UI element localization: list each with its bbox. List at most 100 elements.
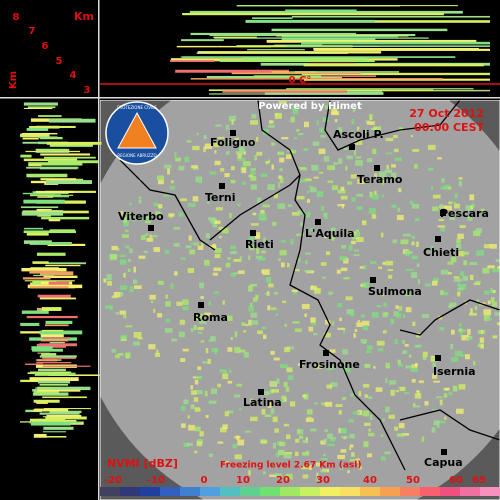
echo xyxy=(424,401,429,406)
echo xyxy=(430,355,435,362)
echo xyxy=(273,357,280,361)
echo xyxy=(194,407,201,412)
echo xyxy=(353,333,356,338)
echo xyxy=(326,433,333,439)
echo xyxy=(251,237,254,242)
echo xyxy=(362,410,370,417)
scale-swatch xyxy=(180,487,200,496)
echo xyxy=(271,389,280,393)
echo xyxy=(412,403,416,406)
echo xyxy=(225,151,230,155)
echo xyxy=(308,464,312,470)
echo xyxy=(120,334,127,339)
echo xyxy=(149,294,156,300)
echo xyxy=(335,404,343,408)
scale-label: -20 xyxy=(104,475,122,486)
echo xyxy=(229,212,232,219)
profile-echo xyxy=(182,12,444,16)
echo xyxy=(319,127,324,133)
echo xyxy=(287,204,292,207)
echo xyxy=(354,328,358,332)
echo xyxy=(218,235,222,239)
echo xyxy=(437,157,442,160)
echo xyxy=(197,331,203,334)
echo xyxy=(224,460,229,464)
echo xyxy=(458,328,463,333)
profile-echo xyxy=(23,240,52,244)
echo xyxy=(173,242,180,247)
echo xyxy=(269,120,274,124)
city-label: Latina xyxy=(243,396,282,409)
profile-echo xyxy=(33,408,50,412)
profile-echo xyxy=(39,330,83,335)
echo xyxy=(337,454,345,460)
echo xyxy=(162,194,171,197)
echo xyxy=(283,454,292,459)
profile-echo xyxy=(208,89,434,92)
echo xyxy=(217,383,222,388)
height-label: 3 xyxy=(84,85,91,96)
echo xyxy=(138,199,142,204)
echo xyxy=(214,220,221,225)
echo xyxy=(373,366,376,369)
echo xyxy=(144,233,149,237)
divider xyxy=(98,0,100,500)
echo xyxy=(443,291,449,296)
profile-echo xyxy=(34,408,69,412)
echo xyxy=(422,314,430,318)
profile-echo xyxy=(49,118,96,123)
echo xyxy=(215,207,223,211)
echo xyxy=(439,204,444,210)
echo xyxy=(441,178,445,183)
echo xyxy=(334,119,338,123)
echo xyxy=(496,322,500,325)
profile-echo xyxy=(45,180,93,185)
profile-echo xyxy=(176,45,272,48)
echo xyxy=(200,295,204,299)
scale-label: -10 xyxy=(147,475,165,486)
scale-swatch xyxy=(260,487,280,496)
echo xyxy=(376,126,381,133)
echo xyxy=(342,396,347,401)
profile-echo xyxy=(46,262,87,265)
echo xyxy=(398,306,403,311)
echo xyxy=(355,156,362,159)
echo xyxy=(338,427,341,434)
echo xyxy=(119,254,126,258)
echo xyxy=(391,204,397,208)
echo xyxy=(410,135,414,138)
echo xyxy=(125,229,129,233)
echo xyxy=(337,189,346,194)
echo xyxy=(476,250,484,256)
echo xyxy=(324,235,327,239)
echo xyxy=(328,291,333,295)
profile-echo xyxy=(39,210,89,214)
scale-swatch xyxy=(280,487,300,496)
echo xyxy=(175,157,181,162)
profile-echo xyxy=(43,408,91,410)
profile-echo xyxy=(37,294,71,298)
echo xyxy=(357,465,362,470)
echo xyxy=(391,164,396,168)
echo xyxy=(480,330,484,335)
profile-echo xyxy=(22,141,58,144)
echo xyxy=(156,175,165,181)
echo xyxy=(398,187,402,193)
echo xyxy=(300,222,305,227)
profile-echo xyxy=(42,329,64,332)
echo xyxy=(125,245,130,249)
echo xyxy=(221,227,229,234)
echo xyxy=(290,116,295,123)
height-label: 7 xyxy=(29,26,36,37)
echo xyxy=(182,348,189,352)
echo xyxy=(400,239,409,245)
echo xyxy=(448,391,453,396)
city-marker xyxy=(349,144,355,150)
echo xyxy=(385,406,390,413)
echo xyxy=(310,285,318,291)
scale-swatch xyxy=(360,487,380,496)
echo xyxy=(320,135,327,138)
echo xyxy=(340,361,348,366)
echo xyxy=(466,337,471,340)
profile-echo xyxy=(190,32,357,36)
